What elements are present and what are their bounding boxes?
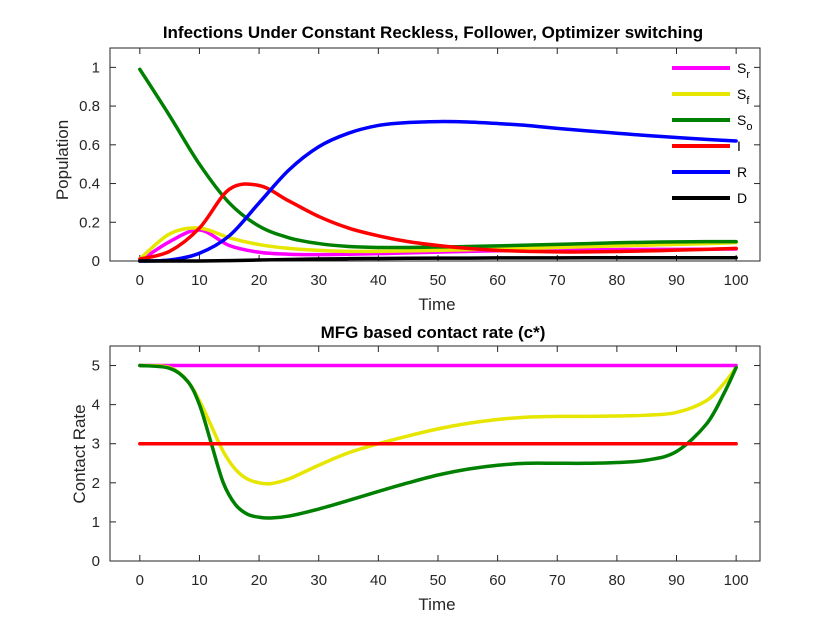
contact-rate-series-lines (138, 363, 738, 520)
infections-series-line-d (138, 255, 738, 263)
contact-rate-y-tick-label: 3 (92, 436, 100, 453)
legend-label-r: R (737, 164, 747, 180)
contact-rate-y-tick-label: 1 (92, 514, 100, 531)
contact-rate-x-tick-label: 30 (310, 572, 327, 589)
contact-rate-y-tick-label: 0 (92, 553, 100, 570)
contact-rate-chart-title: MFG based contact rate (c*) (321, 323, 546, 342)
legend-label-name: S (737, 86, 746, 102)
contact-rate-x-tick-label: 70 (549, 572, 566, 589)
infections-chart-title: Infections Under Constant Reckless, Foll… (163, 23, 703, 42)
infections-series-line-r (138, 119, 738, 263)
infections-plot-area (109, 47, 761, 262)
contact-rate-x-tick-label: 60 (489, 572, 506, 589)
contact-rate-x-tick-label: 100 (724, 572, 749, 589)
infections-x-tick-label: 90 (668, 272, 685, 289)
infections-x-tick-label: 50 (430, 272, 447, 289)
infections-x-tick-label: 40 (370, 272, 387, 289)
infections-y-tick-label: 1 (92, 59, 100, 76)
contact-rate-x-tick-label: 20 (251, 572, 268, 589)
legend-label-subscript: f (746, 95, 750, 107)
legend-label-i: I (737, 138, 741, 154)
legend-label-subscript: o (746, 121, 752, 133)
contact-rate-x-label: Time (418, 595, 455, 614)
infections-x-label: Time (418, 295, 455, 314)
contact-rate-x-axis: 0 10 20 30 40 50 60 70 80 90 100 (136, 346, 749, 589)
infections-x-tick-label: 70 (549, 272, 566, 289)
legend-label-subscript: r (746, 69, 750, 81)
infections-x-tick-label: 10 (191, 272, 208, 289)
infections-y-tick-label: 0.6 (79, 137, 100, 154)
contact-rate-series-line-optimizer (138, 363, 738, 520)
infections-series-lines (138, 67, 738, 263)
contact-rate-x-tick-label: 80 (609, 572, 626, 589)
infections-series-line-s-f (138, 226, 738, 261)
contact-rate-x-tick-label: 10 (191, 572, 208, 589)
contact-rate-y-tick-label: 5 (92, 358, 100, 375)
infections-y-tick-label: 0.2 (79, 214, 100, 231)
infections-y-label: Population (53, 120, 72, 200)
infections-series-line-i (138, 182, 738, 261)
infections-x-tick-label: 20 (251, 272, 268, 289)
contact-rate-y-axis: 0 1 2 3 4 5 (92, 358, 760, 570)
contact-rate-panel: MFG based contact rate (c*) 0 10 20 30 40 50 6… (70, 323, 761, 614)
infections-y-tick-label: 0 (92, 253, 100, 270)
contact-rate-x-tick-label: 0 (136, 572, 144, 589)
infections-y-tick-label: 0.4 (79, 176, 100, 193)
infections-x-tick-label: 60 (489, 272, 506, 289)
legend-label-name: D (737, 190, 747, 206)
contact-rate-y-tick-label: 2 (92, 475, 100, 492)
infections-x-tick-label: 80 (609, 272, 626, 289)
contact-rate-x-tick-label: 50 (430, 572, 447, 589)
legend-label-name: I (737, 138, 741, 154)
infections-y-axis: 0 0.2 0.4 0.6 0.8 1 (79, 59, 760, 270)
legend-label-d: D (737, 190, 747, 206)
legend-label-s-f: Sf (737, 86, 750, 107)
infections-panel: Infections Under Constant Reckless, Foll… (53, 23, 761, 314)
legend-label-s-r: Sr (737, 60, 750, 81)
legend-label-name: S (737, 112, 746, 128)
legend-label-name: S (737, 60, 746, 76)
contact-rate-y-label: Contact Rate (70, 404, 89, 503)
infections-x-tick-label: 0 (136, 272, 144, 289)
contact-rate-y-tick-label: 4 (92, 397, 100, 414)
contact-rate-plot-area (109, 345, 761, 562)
contact-rate-x-tick-label: 40 (370, 572, 387, 589)
infections-x-axis: 0 10 20 30 40 50 60 70 80 90 100 (136, 48, 749, 289)
infections-x-tick-label: 30 (310, 272, 327, 289)
infections-x-tick-label: 100 (724, 272, 749, 289)
contact-rate-x-tick-label: 90 (668, 572, 685, 589)
legend-label-s-o: So (737, 112, 752, 133)
legend-label-name: R (737, 164, 747, 180)
infections-y-tick-label: 0.8 (79, 98, 100, 115)
